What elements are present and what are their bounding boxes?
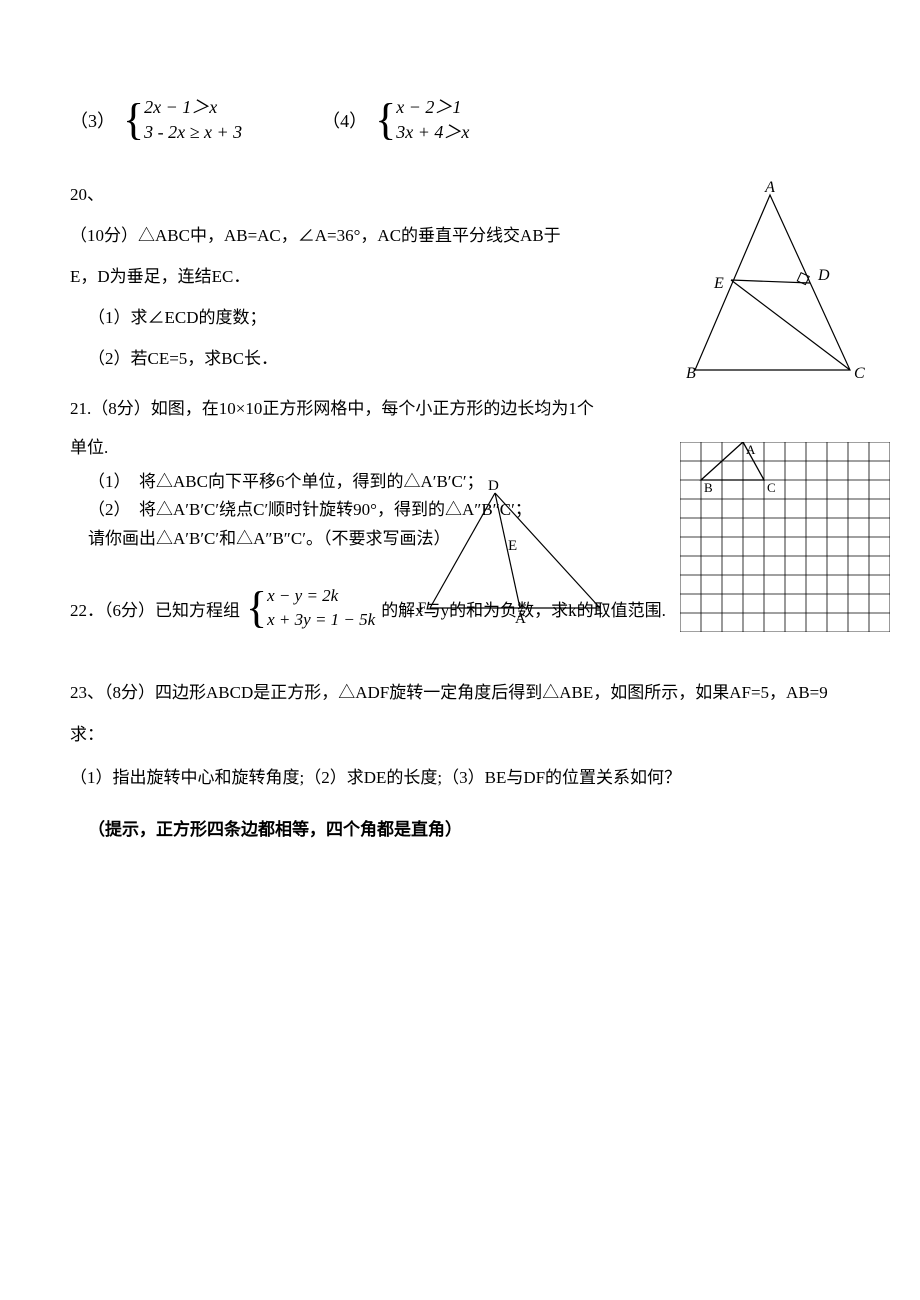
overlay-f: F	[418, 600, 426, 616]
p20-header: （10分）△ABC中，AB=AC，∠A=36°，AC的垂直平分线交AB于E，D为…	[70, 216, 570, 298]
p23-hint: （提示，正方形四条边都相等，四个角都是直角）	[70, 809, 850, 852]
equation-item-4: （4） { x − 2＞1 3x + 4＞x	[322, 95, 469, 145]
eq4-line2: 3x + 4＞x	[396, 120, 469, 145]
p22-line2: x + 3y = 1 − 5k	[267, 608, 375, 632]
eq3-line2: 3 - 2x ≥ x + 3	[144, 120, 242, 145]
equation-item-3: （3） { 2x − 1＞x 3 - 2x ≥ x + 3	[70, 95, 242, 145]
eq-label-3: （3）	[70, 107, 115, 133]
p22-system: { x − y = 2k x + 3y = 1 − 5k	[246, 584, 375, 632]
brace-system-4: { x − 2＞1 3x + 4＞x	[375, 95, 469, 145]
brace-left-icon: {	[375, 98, 396, 142]
p21-header: 21.（8分）如图，在10×10正方形网格中，每个小正方形的边长均为1个单位.	[70, 389, 610, 467]
grid-label-c: C	[767, 480, 776, 495]
grid-label-a: A	[746, 442, 756, 457]
p22-pre: 22．（6分）已知方程组	[70, 596, 240, 621]
eq3-line1: 2x − 1＞x	[144, 95, 242, 120]
eq4-line1: x − 2＞1	[396, 95, 469, 120]
p23-line1: 23、（8分）四边形ABCD是正方形，△ADF旋转一定角度后得到△ABE，如图所…	[70, 672, 850, 757]
grid-figure: A B C	[680, 442, 890, 632]
p22-lines: x − y = 2k x + 3y = 1 − 5k	[267, 584, 375, 632]
brace-system-3: { 2x − 1＞x 3 - 2x ≥ x + 3	[123, 95, 242, 145]
label-b: B	[686, 365, 696, 382]
triangle-figure: A B C D E	[670, 180, 870, 390]
brace-lines-3: 2x − 1＞x 3 - 2x ≥ x + 3	[144, 95, 242, 145]
label-a: A	[764, 180, 775, 196]
overlay-a: A	[515, 611, 526, 627]
line-fd	[430, 493, 495, 608]
overlay-d: D	[488, 478, 499, 494]
label-d: D	[817, 267, 830, 284]
problem-23: 23、（8分）四边形ABCD是正方形，△ADF旋转一定角度后得到△ABE，如图所…	[70, 672, 850, 852]
p23-line2: （1）指出旋转中心和旋转角度;（2）求DE的长度;（3）BE与DF的位置关系如何…	[70, 757, 850, 800]
eq-label-4: （4）	[322, 107, 367, 133]
line-ec	[731, 280, 850, 370]
equation-row: （3） { 2x − 1＞x 3 - 2x ≥ x + 3 （4） { x − …	[70, 95, 850, 145]
p22-line1: x − y = 2k	[267, 584, 375, 608]
label-c: C	[854, 365, 865, 382]
overlay-figure: D E F A	[400, 478, 620, 628]
brace-left-icon: {	[123, 98, 144, 142]
brace-left-icon: {	[246, 586, 267, 630]
grid-label-b: B	[704, 480, 713, 495]
overlay-e: E	[508, 538, 517, 554]
brace-lines-4: x − 2＞1 3x + 4＞x	[396, 95, 469, 145]
label-e: E	[713, 275, 724, 292]
